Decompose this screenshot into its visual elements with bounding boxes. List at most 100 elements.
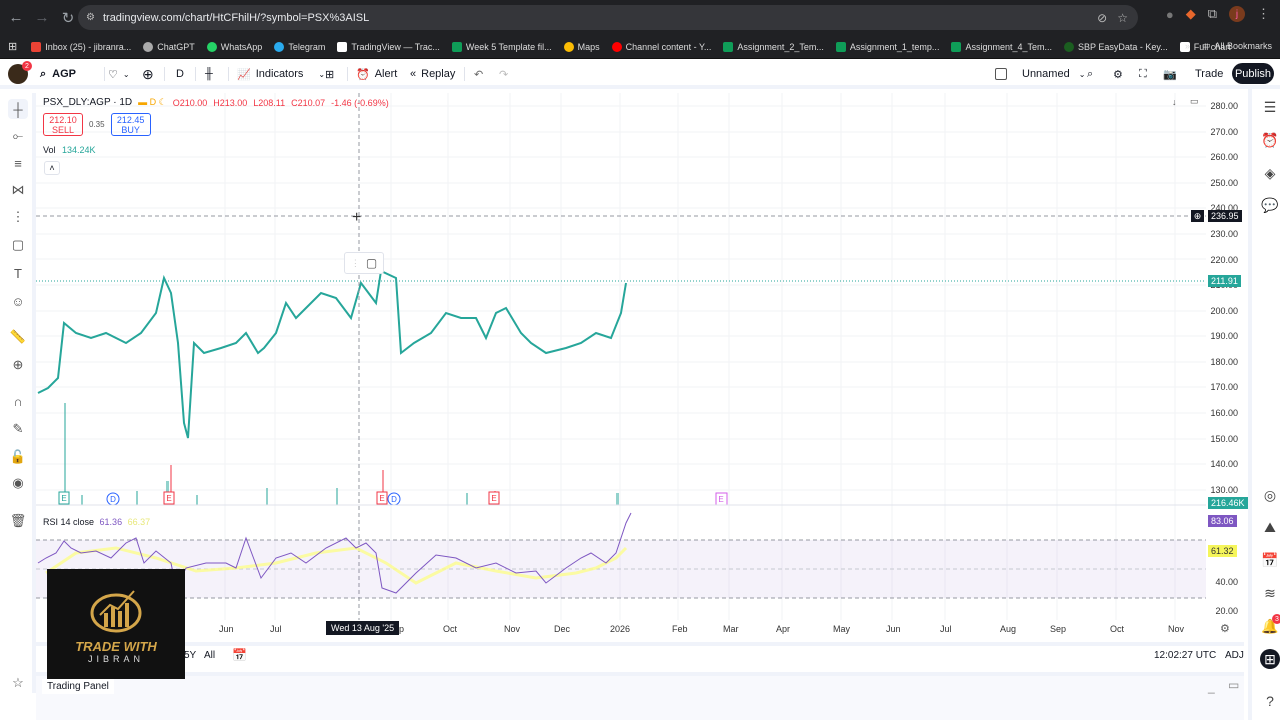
pattern-tool[interactable]: ⋈ <box>8 180 28 200</box>
candles-button[interactable]: ╫ <box>205 65 213 83</box>
layout-button[interactable]: Unnamed ⌄ <box>995 65 1085 83</box>
minimize-icon[interactable]: _ <box>1208 680 1215 694</box>
remove-drawings-tool[interactable]: 🗑 <box>8 511 28 531</box>
interval-button[interactable]: D <box>176 68 184 80</box>
drag-handle-icon[interactable]: ⋮ <box>350 257 360 268</box>
favorites-tool[interactable]: ☆ <box>8 673 28 693</box>
calendar-button[interactable]: 📅 <box>1260 550 1280 570</box>
bookmark-item[interactable]: Assignment_4_Tem... <box>951 41 1052 52</box>
chats-button[interactable]: 💬 <box>1260 195 1280 215</box>
price-axis[interactable]: ↓ ▭ 280.00 270.00 260.00 250.00 240.00 2… <box>1172 96 1238 616</box>
adj-toggle[interactable]: ADJ <box>1225 650 1244 661</box>
range-all[interactable]: All <box>204 650 216 661</box>
puzzle-icon[interactable]: ⧉ <box>1207 6 1217 21</box>
chart-canvas[interactable]: E D E E D E E <box>36 93 1206 620</box>
watchlist-button[interactable]: ☰ <box>1260 97 1280 117</box>
bookmark-item[interactable]: Telegram <box>274 41 325 52</box>
menu-icon[interactable]: ⋮ <box>1257 6 1270 21</box>
forecast-tool[interactable]: ⋮ <box>8 207 28 227</box>
indicators-button[interactable]: 📈 Indicators ⌄ <box>237 68 326 81</box>
zoom-tool[interactable]: ⊕ <box>8 355 28 375</box>
maximize-icon[interactable]: ▭ <box>1228 678 1240 692</box>
fib-tool[interactable]: ≡ <box>8 153 28 173</box>
hotlists-button[interactable]: ◎ <box>1260 485 1280 505</box>
bookmark-item[interactable]: SBP EasyData - Key... <box>1064 41 1168 52</box>
help-button[interactable]: ? <box>1260 691 1280 711</box>
trade-button[interactable]: Trade <box>1195 68 1224 80</box>
compare-button[interactable]: ♡ ⌄ <box>108 65 130 83</box>
collapse-legend-button[interactable]: ˄ <box>44 161 60 175</box>
address-bar[interactable]: ⚙ tradingview.com/chart/HtCFhilH/?symbol… <box>78 5 1138 30</box>
shapes-tool[interactable]: ▢ <box>8 235 28 255</box>
layers-button[interactable]: ◈ <box>1260 163 1280 183</box>
alert-button[interactable]: ⏰ Alert <box>356 68 398 81</box>
symbol-search[interactable]: ⌕ AGP <box>40 67 77 81</box>
crosshair-tool[interactable]: ┼ <box>8 99 28 119</box>
profile-avatar[interactable]: j <box>1229 6 1245 22</box>
bookmark-item[interactable]: Maps <box>563 41 600 52</box>
fox-extension-icon[interactable]: ◆ <box>1185 6 1196 21</box>
bookmark-item[interactable]: ChatGPT <box>143 41 195 52</box>
all-bookmarks[interactable]: ▭ All Bookmarks <box>1201 40 1272 51</box>
screenshot-button[interactable]: 📷 <box>1163 65 1177 83</box>
notifications-button[interactable]: 🔔 3 <box>1260 614 1280 636</box>
bookmark-item[interactable]: Full chart <box>1179 41 1231 52</box>
scroll-down-icon[interactable]: ↓ <box>1172 97 1177 107</box>
chart-pane[interactable]: E D E E D E E PSX_DLY:AGP · 1D ▬ D ☾ O21… <box>36 93 1248 638</box>
reload-icon[interactable]: ↻ <box>61 9 75 27</box>
user-avatar[interactable]: 2 <box>8 61 32 84</box>
hide-drawings-tool[interactable]: ◉ <box>8 473 28 493</box>
forward-icon[interactable]: → <box>34 9 50 26</box>
goto-date-icon[interactable]: 📅 <box>232 648 247 662</box>
clock-label[interactable]: 12:02:27 UTC <box>1154 650 1217 661</box>
emoji-tool[interactable]: ☺ <box>8 291 28 311</box>
fullscreen-button[interactable]: ⛶ <box>1139 65 1147 83</box>
auto-scale-icon[interactable]: ▭ <box>1190 96 1199 106</box>
bookmark-item[interactable]: WhatsApp <box>206 41 262 52</box>
undo-button[interactable]: ↶ <box>474 65 483 83</box>
quick-search-button[interactable]: ⌕ <box>1087 65 1093 83</box>
bookmark-star-icon[interactable]: ☆ <box>1117 10 1128 25</box>
bookmark-item[interactable]: Assignment_1_temp... <box>835 41 939 52</box>
time-axis[interactable]: Jun Jul Sep Oct Nov Dec 2026 Feb Mar Apr… <box>36 620 1244 638</box>
sell-button[interactable]: 212.10 SELL <box>43 113 83 136</box>
measure-tool[interactable]: 📏 <box>8 327 28 347</box>
apps-icon[interactable]: ⊞ <box>8 41 18 53</box>
site-settings-icon[interactable]: ⚙ <box>86 12 95 23</box>
magnet-tool[interactable]: ∩ <box>8 391 28 411</box>
crosshair-icon: ┼ <box>13 101 23 117</box>
bookmark-item[interactable]: Inbox (25) - jibranra... <box>31 41 131 52</box>
eye-off-icon[interactable]: ⊘ <box>1097 10 1108 25</box>
streams-button[interactable]: ≋ <box>1260 583 1280 603</box>
lock-drawing-tool[interactable]: ✎ <box>8 419 28 439</box>
products-button[interactable]: ⊞ <box>1260 649 1280 669</box>
templates-button[interactable]: ⊞ <box>325 65 334 83</box>
trading-panel-tab[interactable]: Trading Panel <box>42 679 114 694</box>
bookmark-item[interactable]: Assignment_2_Tem... <box>723 41 824 52</box>
bookmark-item[interactable]: Channel content - Y... <box>611 41 711 52</box>
url-text[interactable]: tradingview.com/chart/HtCFhilH/?symbol=P… <box>102 11 370 24</box>
publish-button[interactable]: Publish <box>1232 63 1274 84</box>
back-icon[interactable]: ← <box>8 9 24 26</box>
bookmark-item[interactable]: Week 5 Template fil... <box>451 41 552 52</box>
rectangle-icon[interactable]: ▢ <box>365 256 378 270</box>
symbol-title[interactable]: PSX_DLY:AGP · 1D <box>43 97 133 108</box>
add-symbol-button[interactable]: ⊕ <box>142 65 154 83</box>
ideas-button[interactable]: ⛰ <box>1260 517 1280 537</box>
add-alert-plus-icon[interactable]: ⊕ <box>1191 210 1204 222</box>
bookmark-item[interactable]: TradingView — Trac... <box>337 41 440 52</box>
floating-drawing-toolbar[interactable]: ⋮ ▢ <box>344 252 384 274</box>
range-5y[interactable]: 5Y <box>184 650 197 661</box>
extension-icon[interactable]: ● <box>1165 6 1174 22</box>
bookmarks-overflow[interactable]: » <box>1184 40 1190 51</box>
alerts-panel-button[interactable]: ⏰ <box>1260 130 1280 150</box>
lock-all-tool[interactable]: 🔓 <box>8 447 28 467</box>
axis-settings-icon[interactable]: ⚙ <box>1220 623 1230 635</box>
redo-button[interactable]: ↷ <box>499 65 508 83</box>
replay-button[interactable]: «Replay <box>410 68 456 80</box>
chatgpt-icon <box>143 41 154 52</box>
trendline-tool[interactable]: ⟜ <box>8 126 28 146</box>
settings-button[interactable]: ⚙ <box>1113 65 1123 83</box>
text-tool[interactable]: T <box>8 263 28 283</box>
buy-button[interactable]: 212.45 BUY <box>110 113 151 136</box>
